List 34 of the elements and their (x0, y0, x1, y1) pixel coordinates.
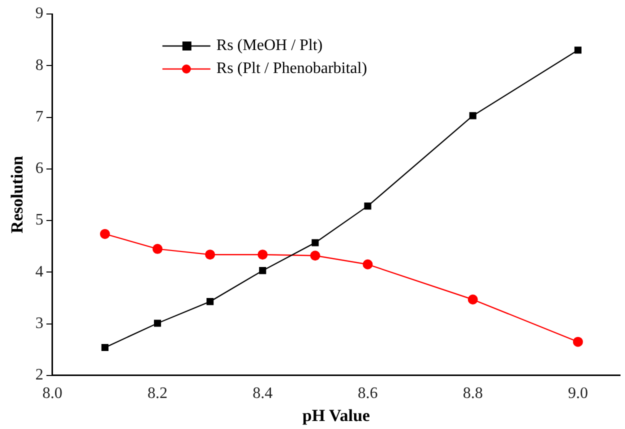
x-tick-label: 8.2 (148, 385, 168, 402)
x-tick-label: 8.6 (358, 385, 378, 402)
point (205, 250, 216, 260)
y-tick-label: 4 (35, 263, 44, 280)
point (574, 46, 582, 54)
point (364, 202, 372, 210)
x-tick-label: 8.4 (252, 385, 273, 402)
y-tick-label: 6 (35, 160, 44, 178)
point (259, 267, 266, 274)
point (310, 250, 320, 261)
legend-label: Rs (MeOH / Plt) (216, 37, 323, 54)
y-tick-label: 2 (35, 366, 44, 384)
point (206, 298, 214, 306)
x-tick-label: 9.0 (568, 385, 588, 402)
y-tick-label: 7 (35, 108, 44, 126)
point (154, 320, 162, 327)
y-axis-title: Resolution (8, 155, 27, 234)
point (469, 112, 476, 120)
point (100, 228, 110, 239)
y-tick-label: 5 (35, 212, 44, 229)
x-axis-title: pH Value (302, 406, 370, 426)
point (258, 250, 268, 260)
point (572, 336, 583, 347)
point (152, 244, 163, 254)
point (362, 259, 373, 270)
point (468, 294, 478, 305)
y-tick-label: 9 (35, 5, 44, 22)
legend-label: Rs (Plt / Phenobarbital) (216, 60, 368, 78)
x-tick-label: 8.0 (42, 385, 62, 402)
x-tick-label: 8.8 (462, 385, 483, 402)
y-tick-label: 8 (35, 56, 44, 74)
point (312, 239, 319, 246)
point (101, 344, 108, 352)
y-tick-label: 3 (35, 314, 44, 332)
